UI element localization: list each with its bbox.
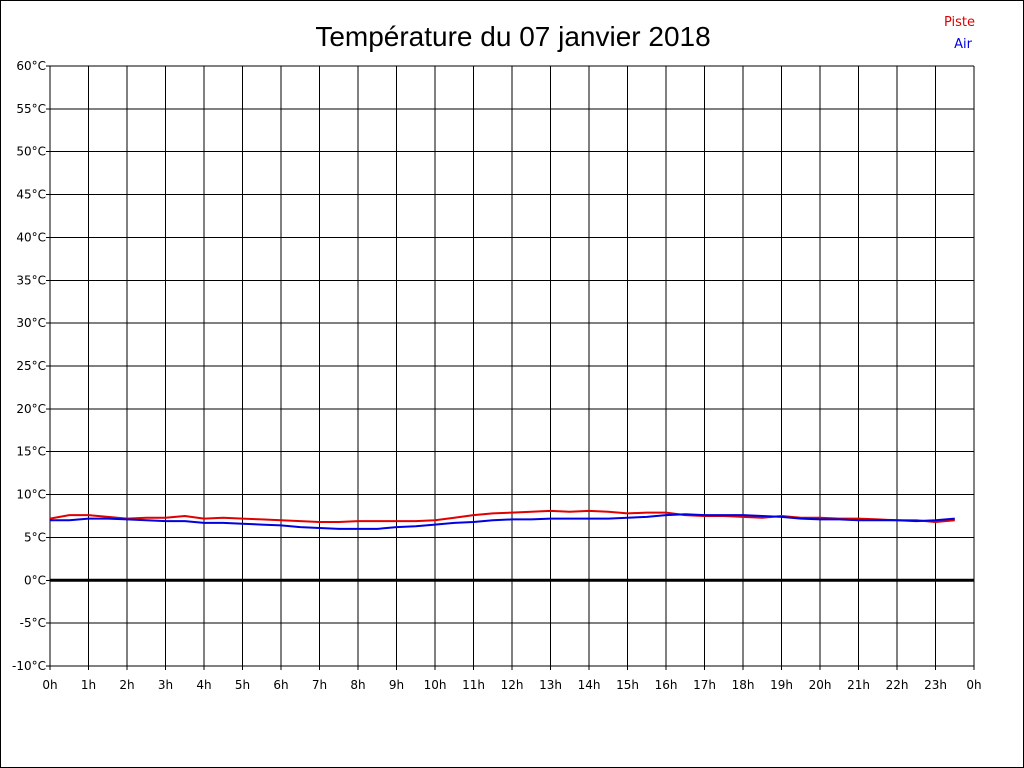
x-tick-label: 2h: [119, 678, 134, 692]
y-tick-label: -10°C: [12, 659, 46, 673]
y-tick-label: 20°C: [16, 402, 46, 416]
x-tick-label: 18h: [732, 678, 755, 692]
x-tick-label: 7h: [312, 678, 327, 692]
x-tick-label: 23h: [924, 678, 947, 692]
y-tick-label: 50°C: [16, 145, 46, 159]
y-tick-label: 55°C: [16, 102, 46, 116]
x-tick-label: 0h: [966, 678, 981, 692]
y-tick-label: 10°C: [16, 488, 46, 502]
x-tick-label: 22h: [886, 678, 909, 692]
y-tick-label: 5°C: [24, 530, 46, 544]
x-tick-label: 5h: [235, 678, 250, 692]
x-tick-label: 3h: [158, 678, 173, 692]
grid: [46, 65, 975, 670]
legend-piste: Piste: [944, 15, 975, 30]
x-tick-label: 21h: [847, 678, 870, 692]
tick-labels: 60°C 55°C 50°C 45°C 40°C 35°C 30°C 25°C 20°C 15°C…: [12, 59, 982, 692]
y-tick-label: 45°C: [16, 188, 46, 202]
y-tick-label: 40°C: [16, 230, 46, 244]
x-tick-label: 1h: [81, 678, 96, 692]
series-line-piste: [49, 509, 955, 523]
series-group: [49, 509, 955, 530]
y-tick-label: 30°C: [16, 316, 46, 330]
x-tick-label: 10h: [424, 678, 447, 692]
legend: Piste Air: [944, 15, 975, 52]
chart-title: Température du 07 janvier 2018: [315, 21, 710, 52]
x-tick-label: 16h: [655, 678, 678, 692]
y-tick-label: 25°C: [16, 359, 46, 373]
y-tick-label: -5°C: [20, 616, 46, 630]
legend-air: Air: [954, 37, 973, 52]
y-tick-label: 35°C: [16, 273, 46, 287]
x-tick-label: 11h: [462, 678, 485, 692]
x-tick-label: 20h: [809, 678, 832, 692]
x-tick-label: 19h: [770, 678, 793, 692]
x-tick-label: 13h: [539, 678, 562, 692]
y-tick-label: 15°C: [16, 445, 46, 459]
x-tick-label: 6h: [273, 678, 288, 692]
x-tick-label: 9h: [389, 678, 404, 692]
x-tick-label: 12h: [501, 678, 524, 692]
x-tick-label: 14h: [578, 678, 601, 692]
x-tick-label: 17h: [693, 678, 716, 692]
x-tick-label: 15h: [616, 678, 639, 692]
series-line-air: [50, 513, 955, 530]
x-tick-label: 8h: [350, 678, 365, 692]
x-tick-label: 4h: [196, 678, 211, 692]
x-tick-label: 0h: [42, 678, 57, 692]
y-tick-label: 60°C: [16, 59, 46, 73]
y-tick-label: 0°C: [24, 573, 46, 587]
